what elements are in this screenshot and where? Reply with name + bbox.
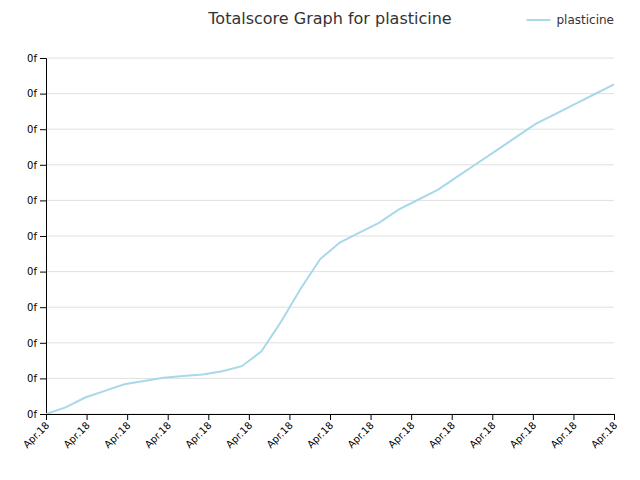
y-tick-label: 0f [27,302,37,313]
y-tick: 0f [27,266,46,277]
y-tick-label: 0f [27,124,37,135]
y-tick-mark [40,343,46,344]
x-tick-mark [614,414,615,420]
y-axis-line [40,59,47,415]
y-tick-mark [40,58,46,59]
y-tick: 0f [27,160,46,171]
legend-item: plasticine [526,13,614,27]
y-tick-mark [40,200,46,201]
x-tick-label: Apr.18 [143,420,174,451]
x-tick: Apr.18 [345,414,376,450]
chart-title: Totalscore Graph for plasticine [207,9,451,28]
x-tick-mark [411,414,412,420]
y-tick-label: 0f [27,195,37,206]
x-axis-line [47,415,615,421]
x-tick: Apr.18 [427,414,458,450]
x-axis: Apr.18 Apr.18 Apr.18 Apr.18 Apr.18 Apr.18 Apr.… [21,414,620,450]
y-tick-mark [40,94,46,95]
y-tick-mark [40,307,46,308]
y-tick-label: 0f [27,88,37,99]
x-tick-label: Apr.18 [102,420,133,451]
x-tick: Apr.18 [467,414,498,450]
x-tick-mark [289,414,290,420]
y-tick-label: 0f [27,409,37,420]
y-tick-mark [40,165,46,166]
y-tick-label: 0f [27,53,37,64]
x-tick-mark [249,414,250,420]
grid-line [46,164,614,165]
y-tick-mark [40,378,46,379]
x-tick-mark [87,414,88,420]
x-tick: Apr.18 [589,414,620,450]
x-tick-mark [168,414,169,420]
legend-label: plasticine [556,13,614,27]
x-tick-label: Apr.18 [183,420,214,451]
y-tick: 0f [27,409,46,420]
x-tick-mark [452,414,453,420]
x-tick-label: Apr.18 [305,420,336,451]
x-tick: Apr.18 [102,414,133,450]
x-tick-label: Apr.18 [589,420,620,451]
series-line [46,84,614,414]
grid-line [46,342,614,343]
legend: plasticine [526,13,614,27]
y-tick-mark [40,272,46,273]
y-tick: 0f [27,195,46,206]
grid-line [46,58,614,59]
y-tick-label: 0f [27,266,37,277]
x-tick-mark [371,414,372,420]
x-tick-mark [127,414,128,420]
y-tick-label: 0f [27,338,37,349]
x-tick: Apr.18 [224,414,255,450]
y-tick-mark [40,236,46,237]
y-tick: 0f [27,88,46,99]
y-tick-mark [40,129,46,130]
x-tick-mark [533,414,534,420]
y-tick-label: 0f [27,373,37,384]
y-tick: 0f [27,302,46,313]
y-tick-mark [40,414,46,415]
y-tick: 0f [27,373,46,384]
x-tick-label: Apr.18 [386,420,417,451]
grid-line [46,378,614,379]
y-tick: 0f [27,53,46,64]
x-tick-label: Apr.18 [21,420,52,451]
x-tick: Apr.18 [143,414,174,450]
legend-swatch [526,19,550,21]
x-tick-mark [573,414,574,420]
y-axis: 0f 0f 0f 0f 0f 0f 0f 0f 0f 0f 0f [27,53,46,420]
x-tick: Apr.18 [548,414,579,450]
x-tick-mark [492,414,493,420]
x-tick-label: Apr.18 [427,420,458,451]
x-tick: Apr.18 [183,414,214,450]
grid-line [46,307,614,308]
grid-line [46,93,614,94]
chart-container: Apr.18 Apr.18 Apr.18 Apr.18 Apr.18 Apr.18 Apr.… [0,0,640,480]
y-tick: 0f [27,231,46,242]
plot-area [46,84,614,414]
x-tick-label: Apr.18 [224,420,255,451]
x-tick-label: Apr.18 [345,420,376,451]
grid-line [46,200,614,201]
grid-line [46,236,614,237]
x-tick-label: Apr.18 [508,420,539,451]
y-tick-label: 0f [27,231,37,242]
grid [46,58,614,414]
x-tick: Apr.18 [508,414,539,450]
grid-line [46,271,614,272]
x-tick-label: Apr.18 [61,420,92,451]
y-tick-label: 0f [27,160,37,171]
x-tick-label: Apr.18 [548,420,579,451]
x-tick: Apr.18 [264,414,295,450]
y-tick: 0f [27,124,46,135]
x-tick-mark [330,414,331,420]
x-tick: Apr.18 [61,414,92,450]
x-tick-label: Apr.18 [467,420,498,451]
chart-svg: Apr.18 Apr.18 Apr.18 Apr.18 Apr.18 Apr.18 Apr.… [0,0,640,480]
y-tick: 0f [27,338,46,349]
x-tick-label: Apr.18 [264,420,295,451]
x-tick: Apr.18 [305,414,336,450]
x-tick: Apr.18 [386,414,417,450]
x-tick-mark [208,414,209,420]
